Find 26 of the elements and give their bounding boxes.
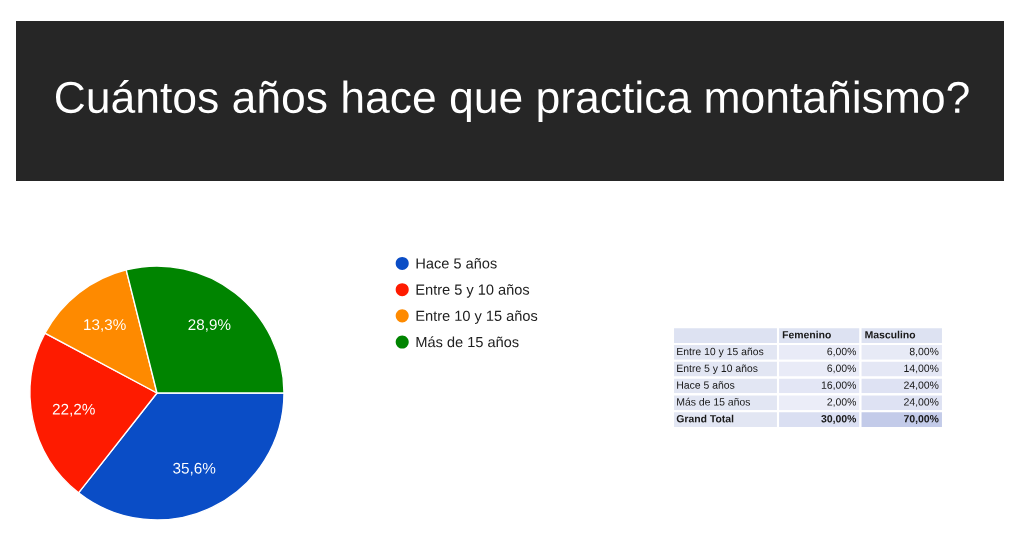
y-tick-label: Entre 5 y 10 años [677, 364, 758, 375]
legend-label: Más de 15 años [416, 336, 519, 348]
data-label: 13,3% [84, 319, 126, 332]
data-label: 8,00% [909, 347, 939, 357]
x-tick-label: Masculino [865, 330, 916, 339]
legend-label: Entre 5 y 10 años [416, 284, 530, 298]
data-label: 6,00% [827, 347, 857, 357]
y-tick-label: Grand Total [676, 414, 734, 423]
data-label: 6,00% [827, 364, 857, 374]
y-tick-label: Hace 5 años [677, 381, 735, 389]
data-label: 22,2% [52, 403, 95, 417]
y-tick-label: Entre 10 y 15 años [677, 347, 764, 358]
x-tick-label: Femenino [782, 330, 831, 339]
data-label: 30,00% [821, 415, 857, 424]
data-label: 35,6% [173, 462, 216, 476]
data-label: 24,00% [904, 381, 939, 391]
legend-label: Hace 5 años [416, 257, 497, 269]
legend-label: Entre 10 y 15 años [416, 310, 538, 324]
data-label: 14,00% [904, 364, 939, 374]
data-label: 16,00% [821, 381, 857, 391]
data-label: 70,00% [904, 415, 939, 424]
chart-title: Cuántos años hace que practica montañismo? [55, 80, 969, 122]
data-label: 28,9% [188, 319, 231, 332]
y-tick-label: Más de 15 años [677, 397, 751, 406]
data-label: 24,00% [904, 398, 939, 407]
data-label: 2,00% [827, 398, 857, 407]
